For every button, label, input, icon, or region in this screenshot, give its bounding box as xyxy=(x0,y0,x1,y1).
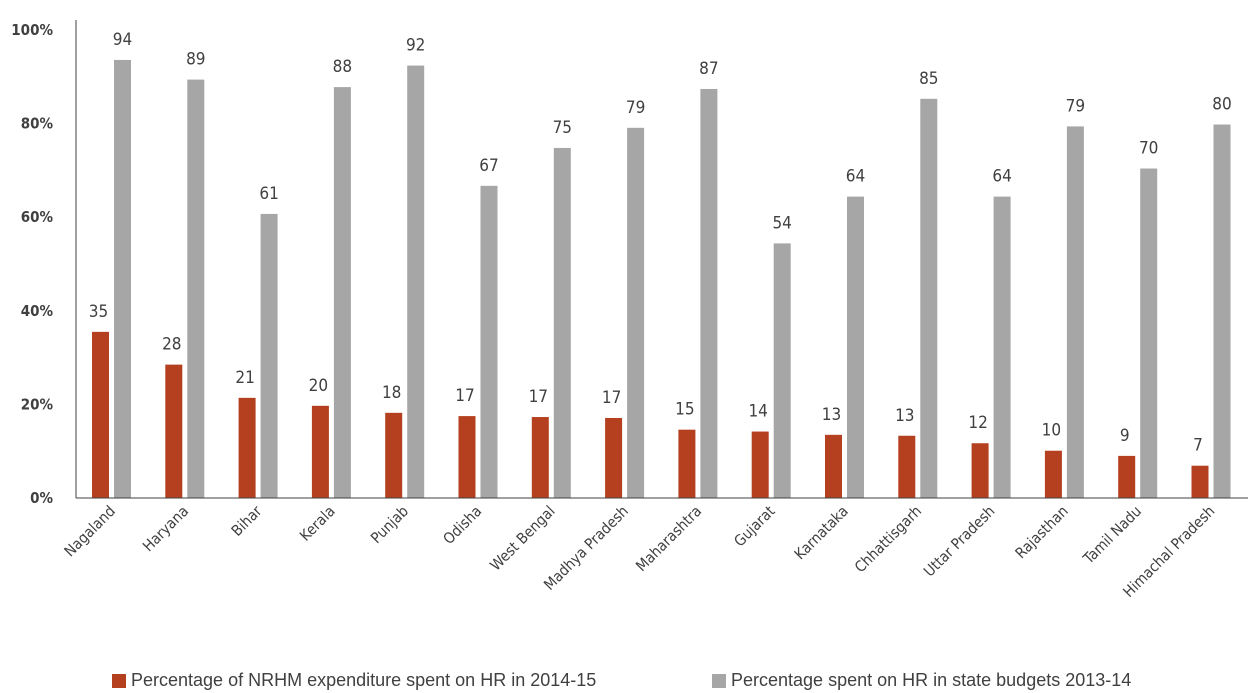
data-label-state-budget: 75 xyxy=(553,118,572,138)
bar-nrhm xyxy=(751,431,769,498)
data-label-nrhm: 17 xyxy=(602,388,621,408)
bar-nrhm xyxy=(238,397,256,498)
data-label-state-budget: 94 xyxy=(113,30,132,50)
data-label-nrhm: 9 xyxy=(1120,426,1130,446)
bar-state-budget xyxy=(847,196,864,498)
data-label-state-budget: 85 xyxy=(919,69,938,89)
y-tick-label: 100% xyxy=(11,21,53,39)
bar-nrhm xyxy=(1191,465,1209,498)
x-tick-label: Rajasthan xyxy=(1012,502,1072,562)
y-tick-label: 20% xyxy=(21,395,54,413)
data-label-nrhm: 17 xyxy=(529,387,548,407)
data-label-nrhm: 10 xyxy=(1042,421,1061,441)
data-label-state-budget: 79 xyxy=(626,98,645,118)
x-tick-label: Punjab xyxy=(367,502,412,547)
data-label-nrhm: 35 xyxy=(89,302,108,322)
bar-state-budget xyxy=(627,127,645,498)
bar-state-budget xyxy=(114,59,131,499)
data-label-state-budget: 64 xyxy=(846,167,865,187)
legend-item-nrhm: Percentage of NRHM expenditure spent on … xyxy=(112,670,596,691)
data-label-state-budget: 61 xyxy=(259,184,278,204)
legend-label-state: Percentage spent on HR in state budgets … xyxy=(731,670,1132,690)
data-label-nrhm: 17 xyxy=(455,386,474,406)
data-label-state-budget: 80 xyxy=(1212,95,1231,115)
data-label-nrhm: 14 xyxy=(748,402,767,422)
data-label-nrhm: 21 xyxy=(235,368,254,388)
bar-state-budget xyxy=(407,65,425,499)
bar-nrhm xyxy=(385,412,403,498)
data-label-state-budget: 64 xyxy=(992,167,1011,187)
x-tick-label: Haryana xyxy=(139,502,192,555)
bar-nrhm xyxy=(531,417,549,498)
x-tick-label: West Bengal xyxy=(486,502,558,574)
data-label-nrhm: 28 xyxy=(162,335,181,355)
bar-state-budget xyxy=(553,147,571,498)
data-label-state-budget: 67 xyxy=(479,156,498,176)
data-label-state-budget: 70 xyxy=(1139,139,1158,159)
x-tick-label: Kerala xyxy=(296,502,339,545)
bar-state-budget xyxy=(1213,124,1231,498)
bar-nrhm xyxy=(311,405,329,498)
bar-nrhm xyxy=(605,417,623,498)
y-tick-label: 40% xyxy=(21,302,54,320)
x-tick-label: Odisha xyxy=(440,502,486,548)
legend-swatch-state xyxy=(712,673,726,688)
bar-state-budget xyxy=(920,98,938,499)
bar-nrhm xyxy=(1044,450,1062,498)
bar-state-budget xyxy=(333,87,351,498)
bar-nrhm xyxy=(678,429,696,498)
y-tick-label: 60% xyxy=(21,208,54,226)
data-label-nrhm: 7 xyxy=(1193,436,1203,456)
data-label-state-budget: 54 xyxy=(772,213,791,233)
x-tick-label: Karnataka xyxy=(791,502,852,563)
data-label-nrhm: 13 xyxy=(895,406,914,426)
bar-nrhm xyxy=(165,364,183,498)
x-tick-label: Tamil Nadu xyxy=(1079,502,1145,568)
x-tick-label: Maharashtra xyxy=(632,502,705,575)
bar-state-budget xyxy=(773,243,791,498)
bar-state-budget xyxy=(993,196,1011,498)
data-label-nrhm: 12 xyxy=(968,413,987,433)
legend-swatch-nrhm xyxy=(112,673,126,688)
bar-nrhm xyxy=(1118,455,1136,498)
data-label-state-budget: 92 xyxy=(406,36,425,56)
bar-nrhm xyxy=(898,435,916,498)
legend-item-state: Percentage spent on HR in state budgets … xyxy=(712,670,1131,691)
bar-nrhm xyxy=(92,331,109,498)
bar-state-budget xyxy=(187,79,205,498)
data-label-state-budget: 87 xyxy=(699,59,718,79)
x-tick-label: Gujarat xyxy=(730,502,778,550)
bar-nrhm xyxy=(458,416,476,498)
legend: Percentage of NRHM expenditure spent on … xyxy=(0,670,1248,693)
bar-state-budget xyxy=(480,185,498,498)
bar-state-budget xyxy=(1066,126,1084,499)
data-label-nrhm: 15 xyxy=(675,400,694,420)
data-label-nrhm: 20 xyxy=(309,376,328,396)
legend-label-nrhm: Percentage of NRHM expenditure spent on … xyxy=(131,670,597,690)
bar-state-budget xyxy=(1140,168,1158,498)
data-label-nrhm: 13 xyxy=(822,405,841,425)
bar-nrhm xyxy=(971,443,989,498)
data-label-state-budget: 89 xyxy=(186,50,205,70)
x-tick-label: Bihar xyxy=(228,502,266,540)
bar-nrhm xyxy=(825,434,842,498)
x-tick-label: Chhattisgarh xyxy=(851,502,925,576)
bar-state-budget xyxy=(700,88,718,498)
data-label-state-budget: 79 xyxy=(1066,96,1085,116)
x-tick-label: Uttar Pradesh xyxy=(920,502,998,580)
data-label-nrhm: 18 xyxy=(382,383,401,403)
y-tick-label: 80% xyxy=(21,115,54,133)
x-tick-label: Nagaland xyxy=(61,502,119,560)
data-label-state-budget: 88 xyxy=(333,57,352,77)
bar-state-budget xyxy=(260,213,278,498)
y-tick-label: 0% xyxy=(30,489,53,507)
